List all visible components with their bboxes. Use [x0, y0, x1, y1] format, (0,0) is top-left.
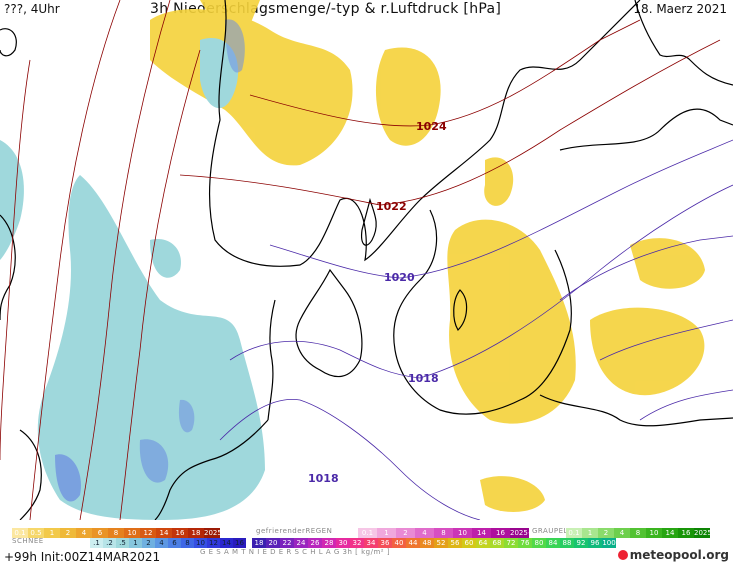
rain-legend-cell: 14 [156, 528, 172, 538]
freezing-legend-cell: 2 [396, 528, 415, 538]
snow-legend-cell: .5 [116, 538, 129, 548]
freezing-rain-caption: gefrierenderREGEN [256, 527, 333, 535]
total-legend-cell: 56 [448, 538, 462, 548]
isobar-label-1018-south: 1018 [308, 472, 339, 485]
graupel-legend-cell: 4 [614, 528, 630, 538]
total-legend-cell: 24 [294, 538, 308, 548]
weather-map: 1024 1022 1020 1018 1018 [0, 0, 733, 520]
snow-caption: SCHNEE [12, 537, 44, 545]
graupel-legend-cell: 2 [598, 528, 614, 538]
snow-legend-cell: 6 [168, 538, 181, 548]
rain-legend-cell: 0.1 [12, 528, 28, 538]
total-legend-cell: 52 [434, 538, 448, 548]
init-time: +99h Init:00Z14MAR2021 [4, 550, 161, 564]
snow-areas [0, 19, 266, 520]
total-legend-cell: 80 [532, 538, 546, 548]
rain-legend-cell: 6 [92, 528, 108, 538]
rain-legend-cell: 18 [188, 528, 204, 538]
snow-legend-cell: 4 [155, 538, 168, 548]
rain-legend-cell: 2 [60, 528, 76, 538]
total-legend-cell: 84 [546, 538, 560, 548]
header-left-text: ???, 4Uhr [4, 2, 60, 16]
total-legend-cell: 30 [336, 538, 350, 548]
total-legend-cell: 72 [504, 538, 518, 548]
total-legend-cell: 92 [574, 538, 588, 548]
snow-legend: .1.2.5 1 2 4 6 8 10 12 14 16 [90, 538, 246, 548]
rain-legend-cell: 4 [76, 528, 92, 538]
logo-dot-icon [617, 550, 628, 560]
freezing-legend-cell: 10 [453, 528, 472, 538]
total-legend-cell: 68 [490, 538, 504, 548]
freezing-legend-cell: 16 [491, 528, 510, 538]
total-legend-cell: 88 [560, 538, 574, 548]
logo-text: meteopool.org [629, 548, 729, 562]
isobar-label-1020: 1020 [384, 271, 415, 284]
rain-legend-cell: 8 [108, 528, 124, 538]
forecast-date: 18. Maerz 2021 [633, 2, 727, 16]
total-legend-cell: 76 [518, 538, 532, 548]
snow-legend-cell: 8 [181, 538, 194, 548]
snow-legend-cell: .1 [90, 538, 103, 548]
snow-legend-cell: 14 [220, 538, 233, 548]
rain-legend-cell: 0.5 [28, 528, 44, 538]
isobar-label-1024: 1024 [416, 120, 447, 133]
total-legend-cell: 18 [252, 538, 266, 548]
total-legend-cell: 34 [364, 538, 378, 548]
rain-legend-cell: 2025+ [204, 528, 220, 538]
total-legend-cell: 40 [392, 538, 406, 548]
rain-legend-cell: 1 [44, 528, 60, 538]
rain-legend-cell: 10 [124, 528, 140, 538]
isobar-label-1018-east: 1018 [408, 372, 439, 385]
rain-legend-cell: 16 [172, 528, 188, 538]
graupel-legend-cell: 8 [630, 528, 646, 538]
total-legend-cell: 28 [322, 538, 336, 548]
isobars [0, 0, 733, 520]
freezing-legend-cell: 8 [434, 528, 453, 538]
total-precip-caption: G E S A M T N I E D E R S C H L A G 3h [… [200, 548, 391, 556]
freezing-legend-cell: 2025+ [510, 528, 529, 538]
graupel-caption: GRAUPEL [532, 527, 568, 535]
snow-legend-cell: 16 [233, 538, 246, 548]
freezing-legend-cell: 14 [472, 528, 491, 538]
total-precip-legend: 18 20 22 24 26 28 30 32 34 36 40 44 48 52 56 60 64 68 72 76… [252, 538, 616, 548]
freezing-legend-cell: 0.1 [358, 528, 377, 538]
total-legend-cell: 100 [602, 538, 616, 548]
total-legend-cell: 32 [350, 538, 364, 548]
graupel-legend-cell: 14 [662, 528, 678, 538]
snow-legend-cell: .2 [103, 538, 116, 548]
freezing-legend-cell: 4 [415, 528, 434, 538]
snow-legend-cell: 10 [194, 538, 207, 548]
snow-legend-cell: 12 [207, 538, 220, 548]
total-legend-cell: 96 [588, 538, 602, 548]
total-legend-cell: 20 [266, 538, 280, 548]
meteopool-logo: meteopool.org [617, 548, 729, 562]
graupel-legend-cell: 10 [646, 528, 662, 538]
total-legend-cell: 36 [378, 538, 392, 548]
total-legend-cell: 26 [308, 538, 322, 548]
graupel-legend-cell: 16 [678, 528, 694, 538]
freezing-legend-cell: 1 [377, 528, 396, 538]
isobar-label-1022: 1022 [376, 200, 407, 213]
snow-legend-cell: 1 [129, 538, 142, 548]
rain-legend-cell: 12 [140, 528, 156, 538]
total-legend-cell: 60 [462, 538, 476, 548]
snow-legend-cell: 2 [142, 538, 155, 548]
coastlines [0, 0, 733, 520]
total-legend-cell: 44 [406, 538, 420, 548]
graupel-legend-cell: 1 [582, 528, 598, 538]
total-legend-cell: 64 [476, 538, 490, 548]
total-legend-cell: 48 [420, 538, 434, 548]
graupel-legend-cell: 2025+ [694, 528, 710, 538]
graupel-legend-cell: 0.1 [566, 528, 582, 538]
total-legend-cell: 22 [280, 538, 294, 548]
